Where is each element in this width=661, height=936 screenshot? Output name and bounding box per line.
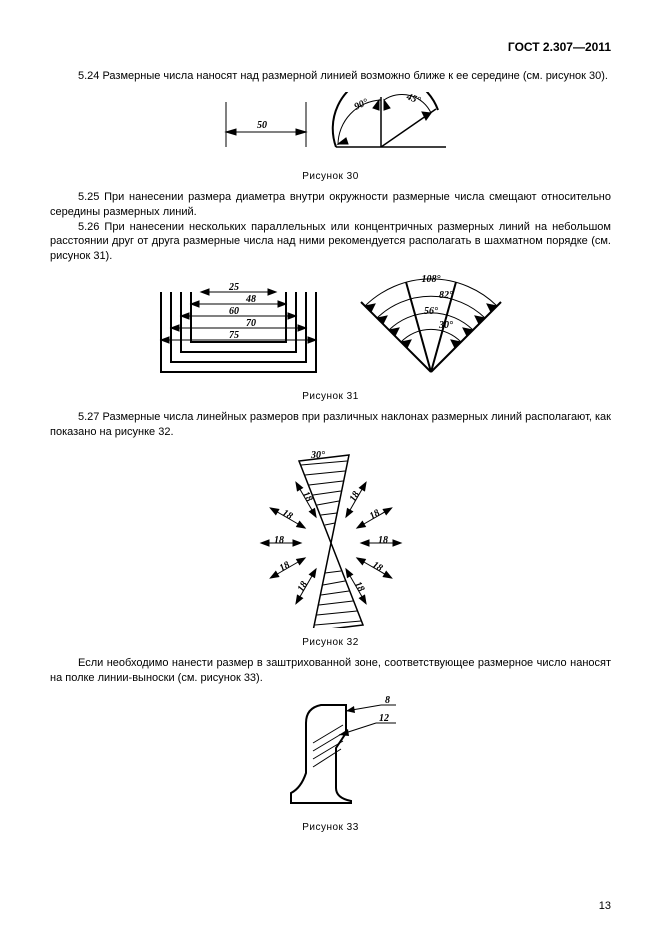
fig31-r0: 108° bbox=[421, 274, 440, 285]
fig31-r2: 56° bbox=[424, 306, 438, 317]
fig31-l4: 75 bbox=[229, 330, 239, 341]
para-5-24: 5.24 Размерные числа наносят над размерн… bbox=[50, 69, 611, 84]
figure-33: 8 12 Рисунок 33 bbox=[50, 693, 611, 833]
fig30-dim45: 45° bbox=[404, 92, 422, 107]
fig32-ray-label: 18 bbox=[370, 559, 384, 574]
figure-30: 50 90° 45° Рисунок 30 bbox=[50, 92, 611, 182]
fig30-caption: Рисунок 30 bbox=[50, 171, 611, 182]
fig33-v1: 8 bbox=[385, 695, 390, 706]
fig31-caption: Рисунок 31 bbox=[50, 391, 611, 402]
fig32-ray-label: 18 bbox=[378, 535, 388, 546]
fig32-ray-label: 18 bbox=[280, 507, 294, 522]
page-number: 13 bbox=[599, 900, 611, 912]
fig32-angle: 30° bbox=[310, 450, 325, 461]
fig33-caption: Рисунок 33 bbox=[50, 822, 611, 833]
fig33-v2: 12 bbox=[379, 713, 389, 724]
fig32-ray-label: 18 bbox=[277, 559, 291, 574]
figure-31: 25 48 60 70 75 bbox=[50, 272, 611, 402]
fig30-dim50: 50 bbox=[257, 120, 267, 131]
fig31-r1: 82° bbox=[439, 290, 453, 301]
para-after-32: Если необходимо нанести размер в заштрих… bbox=[50, 656, 611, 686]
para-5-26: 5.26 При нанесении нескольких параллельн… bbox=[50, 220, 611, 265]
fig32-ray-label: 18 bbox=[295, 579, 310, 593]
para-5-25: 5.25 При нанесении размера диаметра внут… bbox=[50, 190, 611, 220]
fig31-r3: 30° bbox=[438, 320, 453, 331]
para-5-27: 5.27 Размерные числа линейных размеров п… bbox=[50, 410, 611, 440]
fig32-ray-label: 18 bbox=[367, 507, 381, 522]
fig31-l0: 25 bbox=[228, 282, 239, 293]
fig32-ray-label: 18 bbox=[347, 489, 362, 503]
document-header: ГОСТ 2.307—2011 bbox=[50, 40, 611, 54]
fig32-caption: Рисунок 32 bbox=[50, 637, 611, 648]
fig32-ray-label: 18 bbox=[351, 579, 366, 593]
fig32-ray-label: 18 bbox=[274, 535, 284, 546]
figure-32: 30° 18181818181818181818 Рисунок 32 bbox=[50, 448, 611, 648]
fig31-l2: 60 bbox=[229, 306, 239, 317]
fig31-l3: 70 bbox=[246, 318, 256, 329]
fig31-l1: 48 bbox=[245, 294, 256, 305]
fig30-dim90: 90° bbox=[352, 97, 369, 113]
